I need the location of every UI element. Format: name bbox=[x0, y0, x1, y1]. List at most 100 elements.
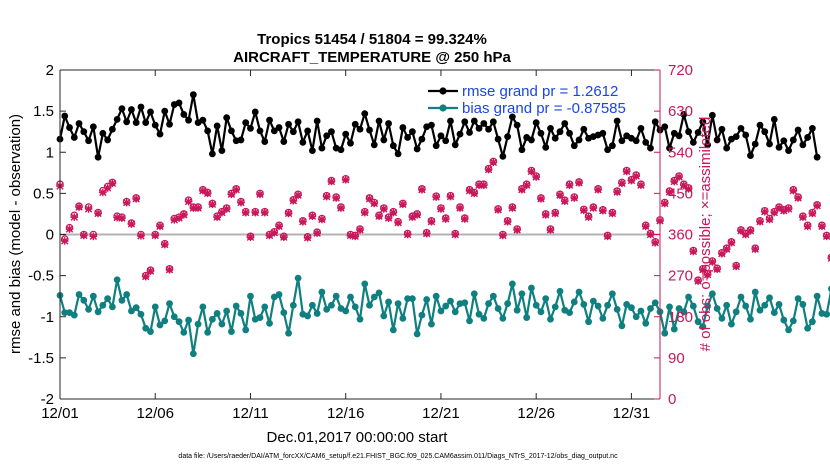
bias-point bbox=[223, 307, 231, 315]
right-y-tick-label: 180 bbox=[668, 309, 693, 326]
obs-assimilated-marker bbox=[537, 195, 545, 203]
bias-point bbox=[699, 323, 707, 331]
bias-point bbox=[318, 288, 326, 296]
bias-point bbox=[680, 308, 688, 316]
bias-point bbox=[132, 304, 140, 312]
obs-assimilated-marker bbox=[356, 226, 364, 234]
bias-point bbox=[666, 303, 673, 311]
rmse-point bbox=[380, 136, 388, 144]
obs-assimilated-marker bbox=[99, 188, 107, 197]
obs-assimilated-marker bbox=[646, 230, 655, 239]
rmse-point bbox=[556, 128, 564, 136]
obs-assimilated-marker bbox=[175, 214, 183, 222]
obs-assimilated-marker bbox=[703, 270, 712, 279]
rmse-point bbox=[399, 124, 407, 131]
right-y-tick-label: 0 bbox=[668, 391, 676, 408]
rmse-point bbox=[770, 115, 778, 123]
rmse-point bbox=[704, 141, 712, 149]
bias-point bbox=[799, 301, 807, 308]
obs-assimilated-marker bbox=[713, 265, 721, 274]
obs-assimilated-marker bbox=[599, 206, 607, 215]
rmse-point bbox=[418, 135, 426, 143]
rmse-point bbox=[199, 116, 207, 124]
obs-assimilated-marker bbox=[84, 205, 93, 213]
rmse-point bbox=[732, 133, 740, 141]
obs-assimilated-marker bbox=[789, 186, 798, 195]
bias-point bbox=[689, 302, 697, 310]
obs-assimilated-marker bbox=[818, 222, 826, 231]
obs-assimilated-marker bbox=[165, 265, 174, 274]
right-y-axis-label: # of obs: o=possible; ×=assimilated bbox=[697, 117, 714, 352]
obs-assimilated-marker bbox=[689, 247, 698, 256]
obs-assimilated-marker bbox=[470, 189, 479, 198]
y-tick-labels: 2 1.5 1 0.5 0 -0.5 -1 -1.5 -2 bbox=[28, 62, 54, 408]
bias-point bbox=[737, 293, 745, 301]
x-tick-label: 12/16 bbox=[327, 405, 365, 422]
rmse-point bbox=[475, 124, 483, 132]
right-y-tick-label: 540 bbox=[668, 144, 693, 161]
obs-assimilated-marker bbox=[213, 213, 221, 221]
bias-point bbox=[99, 301, 107, 309]
bias-point bbox=[275, 291, 283, 298]
bias-point bbox=[408, 295, 416, 303]
bias-point bbox=[418, 311, 426, 319]
obs-assimilated-marker bbox=[775, 204, 783, 212]
rmse-point bbox=[485, 125, 492, 133]
obs-assimilated-marker bbox=[151, 231, 160, 240]
rmse-point bbox=[647, 144, 654, 152]
obs-assimilated-marker bbox=[670, 177, 679, 186]
obs-assimilated-marker bbox=[146, 267, 155, 275]
obs-assimilated-marker bbox=[346, 231, 355, 240]
bias-point bbox=[599, 314, 607, 322]
rmse-point bbox=[108, 125, 116, 133]
rmse-point bbox=[404, 134, 412, 141]
rmse-point bbox=[518, 146, 526, 154]
rmse-point bbox=[608, 142, 616, 150]
rmse-point bbox=[270, 127, 278, 135]
obs-assimilated-marker bbox=[489, 158, 498, 167]
bias-point bbox=[513, 306, 521, 314]
bias-point bbox=[151, 303, 159, 311]
bias-point bbox=[566, 309, 573, 317]
bias-point bbox=[394, 300, 402, 307]
rmse-point bbox=[156, 130, 164, 138]
bias-point bbox=[504, 300, 512, 307]
rmse-point bbox=[66, 124, 73, 131]
obs-assimilated-marker bbox=[289, 196, 298, 205]
bias-point bbox=[237, 310, 245, 317]
obs-assimilated-marker bbox=[275, 222, 283, 231]
rmse-point bbox=[508, 113, 516, 121]
right-y-tick-labels: 720 630 540 450 360 270 180 90 0 bbox=[668, 62, 693, 408]
rmse-point bbox=[118, 105, 126, 113]
rmse-point bbox=[408, 128, 416, 136]
bias-point bbox=[380, 312, 388, 320]
obs-assimilated-marker bbox=[351, 232, 360, 241]
bias-point bbox=[304, 312, 312, 320]
obs-assimilated-marker bbox=[556, 191, 564, 200]
rmse-point bbox=[366, 126, 373, 134]
bias-point bbox=[732, 308, 740, 316]
obs-assimilated-marker bbox=[546, 226, 555, 234]
bias-point bbox=[161, 317, 169, 325]
bias-point bbox=[542, 295, 550, 303]
rmse-point bbox=[80, 128, 88, 136]
bias-point bbox=[804, 324, 812, 332]
obs-assimilated-marker bbox=[341, 175, 350, 184]
bias-point bbox=[404, 295, 412, 303]
obs-assimilated-marker bbox=[218, 208, 226, 217]
rmse-point bbox=[694, 129, 702, 136]
bias-point bbox=[389, 326, 397, 334]
rmse-point bbox=[799, 141, 807, 149]
obs-assimilated-marker bbox=[418, 185, 426, 194]
obs-assimilated-marker bbox=[765, 215, 774, 224]
y-tick-label: -2 bbox=[41, 391, 54, 408]
bias-point bbox=[370, 293, 378, 301]
obs-assimilated-marker bbox=[384, 214, 393, 222]
obs-assimilated-marker bbox=[465, 186, 474, 195]
rmse-point bbox=[347, 139, 354, 147]
bias-point bbox=[756, 306, 764, 314]
bias-point bbox=[589, 297, 597, 305]
bias-point bbox=[585, 318, 592, 326]
x-tick-label: 12/21 bbox=[422, 405, 460, 422]
obs-assimilated-marker bbox=[308, 212, 317, 221]
